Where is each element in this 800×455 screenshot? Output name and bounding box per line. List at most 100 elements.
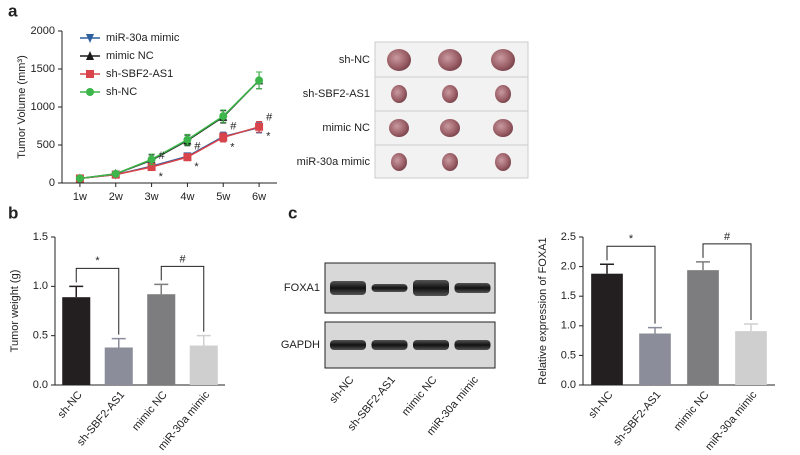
significance-mark: #	[266, 111, 273, 123]
legend-label: miR-30a mimic	[106, 32, 180, 44]
blot-band	[454, 283, 491, 293]
panel-label: b	[8, 203, 18, 222]
y-axis-label: Relative expression of FOXA1	[537, 237, 549, 384]
error-bar	[600, 263, 614, 274]
significance-mark: *	[629, 233, 634, 245]
x-tick-label: mimic NC	[672, 389, 712, 433]
marker	[219, 112, 228, 121]
tumor	[438, 49, 462, 71]
y-tick-label: 1.5	[33, 231, 48, 243]
x-tick-label: sh-SBF2-AS1	[611, 389, 663, 448]
y-tick-label: 1.0	[33, 280, 48, 292]
error-bar	[111, 337, 126, 348]
blot-band	[454, 340, 491, 350]
comparison-bracket	[606, 245, 656, 324]
tumor	[440, 119, 460, 137]
significance-mark: *	[194, 161, 199, 173]
marker	[147, 155, 156, 164]
x-tick-label: 2w	[109, 191, 123, 203]
tumor	[442, 153, 458, 171]
significance-mark: *	[230, 141, 235, 153]
x-tick-label: 5w	[216, 191, 230, 203]
legend-marker	[86, 88, 94, 96]
blot-band	[413, 280, 449, 296]
legend-marker	[86, 51, 94, 60]
x-tick-label: 4w	[180, 191, 194, 203]
panel-label: c	[288, 203, 297, 222]
marker	[219, 133, 228, 142]
comparison-bracket	[160, 265, 205, 332]
legend-marker	[86, 70, 94, 78]
error-bar	[648, 326, 662, 334]
error-bar	[696, 261, 710, 271]
y-tick-label: 2.5	[561, 231, 576, 243]
y-tick-label: 1000	[31, 101, 55, 113]
tumor	[391, 85, 407, 103]
tumor	[387, 49, 411, 71]
comparison-bracket	[75, 267, 120, 335]
marker	[255, 76, 264, 85]
lane-label: sh-NC	[327, 374, 356, 406]
blot-band	[371, 340, 408, 350]
y-tick-label: 0	[49, 177, 55, 189]
bar	[189, 345, 218, 385]
x-tick-label: mimic NC	[130, 389, 170, 433]
x-tick-label: 1w	[73, 191, 87, 203]
y-tick-label: 0.5	[561, 349, 576, 361]
bar	[104, 347, 133, 385]
row-label: mimic NC	[322, 122, 370, 134]
panel-label: a	[8, 1, 18, 20]
tumor	[493, 119, 513, 137]
blot-band	[371, 284, 408, 292]
legend-marker	[86, 34, 94, 43]
blot-band	[413, 340, 449, 350]
significance-mark: #	[230, 121, 237, 133]
error-bar	[744, 323, 758, 332]
x-tick-label: 3w	[145, 191, 159, 203]
legend-label: sh-SBF2-AS1	[106, 68, 173, 80]
x-tick-label: miR-30a mimic	[703, 389, 760, 453]
bar	[591, 273, 623, 385]
bar	[147, 294, 176, 385]
y-axis-label: Tumor Volume (mm³)	[16, 55, 28, 159]
y-tick-label: 0.0	[561, 379, 576, 391]
tumor	[495, 153, 511, 171]
bar	[687, 270, 719, 385]
marker	[255, 122, 264, 131]
tumor	[491, 49, 515, 71]
significance-mark: #	[194, 140, 201, 152]
blot-band	[330, 340, 366, 350]
error-bar	[196, 334, 211, 346]
y-axis-label: Tumor weight (g)	[9, 270, 21, 353]
tumor	[442, 85, 458, 103]
tumor	[495, 85, 511, 103]
y-tick-label: 1500	[31, 63, 55, 75]
row-label: sh-SBF2-AS1	[303, 88, 370, 100]
row-label: miR-30a mimic	[297, 156, 371, 168]
y-tick-label: 0.0	[33, 379, 48, 391]
y-tick-label: 1.5	[561, 290, 576, 302]
y-tick-label: 2000	[31, 25, 55, 37]
lane-label: mimic NC	[400, 374, 440, 418]
y-tick-label: 500	[37, 139, 55, 151]
error-bar	[154, 283, 169, 295]
marker	[183, 135, 192, 144]
significance-mark: #	[159, 150, 166, 162]
marker	[183, 153, 192, 162]
legend-label: sh-NC	[106, 86, 137, 98]
tumor	[389, 119, 409, 137]
y-tick-label: 0.5	[33, 330, 48, 342]
series-line	[79, 79, 260, 180]
y-tick-label: 1.0	[561, 320, 576, 332]
bar	[639, 333, 671, 385]
bar	[62, 297, 91, 385]
band-label: GAPDH	[281, 339, 320, 351]
legend-label: mimic NC	[106, 50, 154, 62]
x-tick-label: 6w	[252, 191, 266, 203]
tumor	[391, 153, 407, 171]
significance-mark: #	[179, 253, 186, 265]
band-label: FOXA1	[284, 282, 320, 294]
significance-mark: #	[724, 231, 731, 243]
marker	[111, 169, 120, 178]
